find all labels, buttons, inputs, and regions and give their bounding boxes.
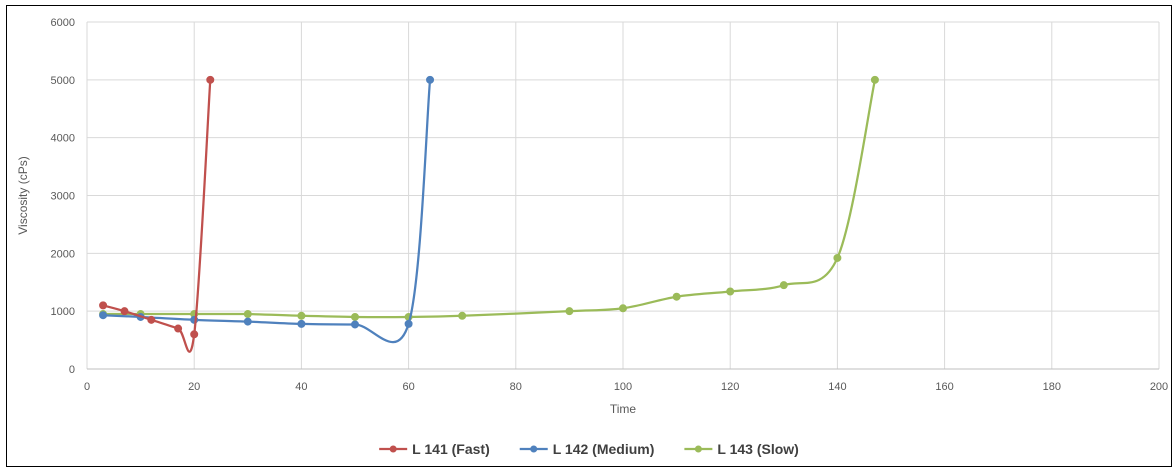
legend-label: L 141 (Fast) — [412, 441, 490, 457]
legend-label: L 142 (Medium) — [553, 441, 655, 457]
data-point — [206, 75, 215, 84]
data-point — [779, 281, 788, 290]
data-point — [99, 301, 108, 310]
series-2 — [99, 75, 879, 321]
legend-marker — [694, 445, 702, 453]
y-tick-label: 6000 — [51, 17, 75, 29]
x-tick-label: 160 — [935, 381, 953, 393]
chart-frame: 0 1000 2000 3000 4000 5000 6000 0 20 40 60 80 100 120… — [6, 5, 1172, 467]
data-point — [404, 319, 413, 328]
legend-label: L 143 (Slow) — [717, 441, 798, 457]
data-point — [672, 292, 681, 301]
data-point — [297, 319, 306, 328]
y-tick-label: 1000 — [51, 306, 75, 318]
legend-item[interactable]: L 143 (Slow) — [684, 441, 799, 457]
series-layer — [99, 75, 879, 353]
data-point — [458, 311, 467, 320]
series-line — [101, 78, 877, 319]
series-line — [101, 78, 432, 344]
series-0 — [99, 75, 215, 353]
data-point — [174, 324, 183, 333]
x-tick-label: 40 — [295, 381, 307, 393]
x-tick-label: 80 — [510, 381, 522, 393]
data-point — [120, 307, 129, 316]
data-point — [726, 287, 735, 296]
y-axis-title: Viscosity (cPs) — [16, 156, 30, 234]
x-tick-label: 20 — [188, 381, 200, 393]
data-point — [351, 320, 359, 329]
series-1 — [99, 75, 435, 344]
legend-item[interactable]: L 142 (Medium) — [519, 441, 655, 457]
data-point — [619, 304, 627, 313]
x-tick-label: 200 — [1150, 381, 1168, 393]
data-point — [426, 75, 435, 84]
data-point — [243, 317, 252, 326]
data-point — [565, 307, 574, 316]
line-chart: 0 1000 2000 3000 4000 5000 6000 0 20 40 60 80 100 120… — [16, 17, 1169, 457]
y-tick-label: 0 — [69, 364, 75, 376]
x-tick-label: 140 — [828, 381, 846, 393]
data-point — [870, 75, 879, 84]
y-tick-label: 4000 — [51, 133, 75, 145]
data-point — [351, 312, 359, 321]
y-tick-label: 2000 — [51, 248, 75, 260]
x-tick-label: 100 — [614, 381, 632, 393]
data-point — [147, 315, 156, 324]
legend[interactable]: L 141 (Fast) L 142 (Medium) L 143 (Slow) — [379, 441, 799, 457]
data-point — [297, 311, 306, 320]
data-point — [99, 311, 108, 320]
data-point — [833, 253, 842, 262]
legend-marker — [530, 445, 538, 453]
y-tick-label: 5000 — [51, 75, 75, 87]
legend-marker — [389, 445, 397, 453]
axes: 0 1000 2000 3000 4000 5000 6000 0 20 40 60 80 100 120… — [51, 17, 1169, 393]
x-tick-label: 60 — [402, 381, 414, 393]
data-point — [243, 310, 252, 319]
legend-item[interactable]: L 141 (Fast) — [379, 441, 490, 457]
x-axis-title: Time — [610, 402, 637, 416]
x-tick-label: 0 — [84, 381, 90, 393]
data-point — [190, 330, 199, 339]
gridlines — [86, 21, 1160, 370]
y-tick-label: 3000 — [51, 191, 75, 203]
x-tick-label: 180 — [1043, 381, 1061, 393]
x-tick-label: 120 — [721, 381, 739, 393]
